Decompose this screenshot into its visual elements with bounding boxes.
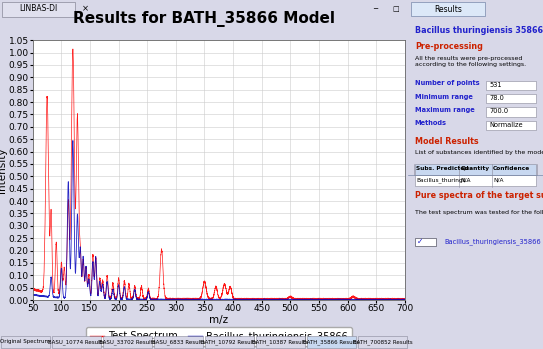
FancyBboxPatch shape — [487, 94, 536, 103]
Text: Methods: Methods — [415, 120, 447, 126]
Text: BATH_10387 Results: BATH_10387 Results — [252, 339, 308, 344]
Text: LINBAS-DI: LINBAS-DI — [20, 4, 58, 13]
FancyBboxPatch shape — [487, 107, 536, 117]
Y-axis label: Intensity: Intensity — [0, 147, 7, 193]
Text: Normalize: Normalize — [489, 121, 522, 128]
Text: BASU_33702 Results: BASU_33702 Results — [99, 339, 156, 344]
FancyBboxPatch shape — [154, 336, 204, 348]
FancyBboxPatch shape — [487, 121, 536, 130]
Text: ×: × — [82, 4, 89, 13]
Text: Pre-processing: Pre-processing — [415, 42, 483, 51]
Text: Results for BATH_35866 Model: Results for BATH_35866 Model — [73, 11, 335, 27]
Text: 700.0: 700.0 — [489, 108, 508, 114]
Text: All the results were pre-processed according to the following settings.: All the results were pre-processed accor… — [415, 56, 526, 67]
Text: Bacillus_thuringiensis_35866: Bacillus_thuringiensis_35866 — [445, 238, 541, 245]
FancyBboxPatch shape — [1, 336, 50, 348]
Text: BATH_700852 Results: BATH_700852 Results — [353, 339, 412, 344]
FancyBboxPatch shape — [357, 336, 407, 348]
Text: Quantity: Quantity — [460, 166, 490, 171]
Text: Pure spectra of the target substances: Pure spectra of the target substances — [415, 191, 543, 200]
FancyBboxPatch shape — [256, 336, 306, 348]
FancyBboxPatch shape — [487, 81, 536, 90]
FancyBboxPatch shape — [307, 336, 356, 348]
Text: Confidence: Confidence — [493, 166, 531, 171]
X-axis label: m/z: m/z — [209, 315, 229, 325]
Text: N/A: N/A — [493, 178, 503, 183]
Text: BASU_10774 Results: BASU_10774 Results — [48, 339, 105, 344]
Text: Number of points: Number of points — [415, 80, 479, 86]
FancyBboxPatch shape — [205, 336, 255, 348]
Text: 78.0: 78.0 — [489, 95, 504, 101]
FancyBboxPatch shape — [411, 2, 485, 16]
Text: Model Results: Model Results — [415, 137, 478, 146]
Legend: Test Spectrum, Bacillus_thuringiensis_35866: Test Spectrum, Bacillus_thuringiensis_35… — [86, 327, 352, 346]
FancyBboxPatch shape — [103, 336, 153, 348]
FancyBboxPatch shape — [52, 336, 102, 348]
Text: BATH_35866 Results: BATH_35866 Results — [304, 339, 359, 344]
Text: Bacillus thuringiensis 35866 - PCR: Bacillus thuringiensis 35866 - PCR — [415, 26, 543, 35]
Text: The test spectrum was tested for the following substances. Select a checkbox to : The test spectrum was tested for the fol… — [415, 210, 543, 215]
FancyBboxPatch shape — [2, 2, 75, 17]
FancyBboxPatch shape — [415, 238, 437, 246]
Text: ─: ─ — [373, 6, 377, 12]
Text: Results: Results — [434, 5, 463, 14]
Text: □: □ — [393, 6, 399, 12]
Text: Original Spectrum: Original Spectrum — [1, 339, 50, 344]
Text: BATH_10792 Results: BATH_10792 Results — [201, 339, 257, 344]
Text: List of substances identified by the model.: List of substances identified by the mod… — [415, 150, 543, 155]
Text: Maximum range: Maximum range — [415, 107, 475, 113]
FancyBboxPatch shape — [415, 175, 536, 186]
Text: Subs. Predicted: Subs. Predicted — [416, 166, 469, 171]
Text: ✓: ✓ — [417, 237, 424, 246]
Text: Minimum range: Minimum range — [415, 94, 472, 99]
Text: Bacillus_thuringi...: Bacillus_thuringi... — [416, 177, 470, 183]
Text: BASU_6833 Results: BASU_6833 Results — [152, 339, 205, 344]
Text: N/A: N/A — [460, 178, 471, 183]
Text: 531: 531 — [489, 82, 502, 88]
FancyBboxPatch shape — [415, 164, 536, 175]
